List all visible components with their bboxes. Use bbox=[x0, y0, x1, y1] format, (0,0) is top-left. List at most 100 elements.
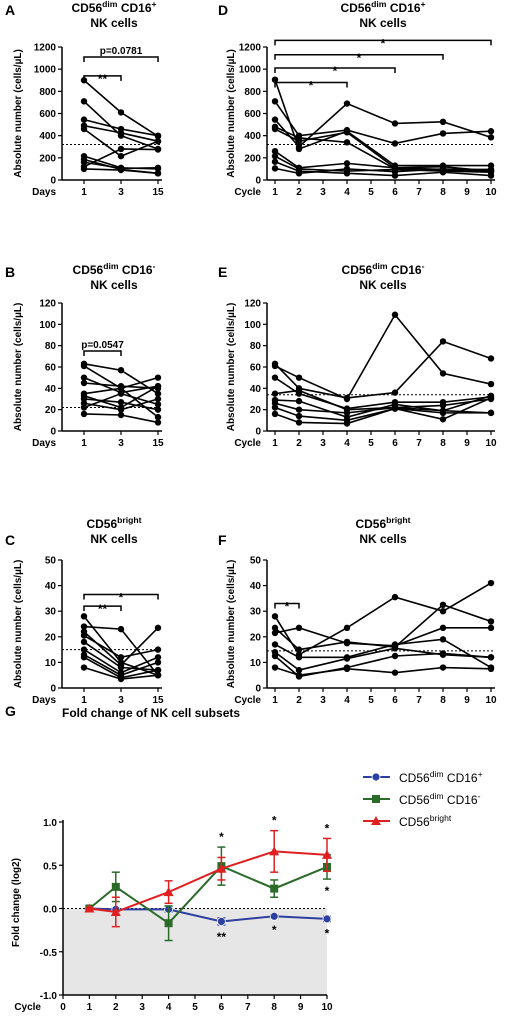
x-tick-label: 3 bbox=[118, 695, 124, 706]
x-tick-label: 9 bbox=[298, 1002, 304, 1013]
y-tick-label: -1.0 bbox=[40, 991, 58, 1002]
y-axis-label: Absolute number (cells/µL) bbox=[13, 303, 24, 432]
data-point bbox=[295, 143, 303, 150]
title-part: CD56 bbox=[399, 771, 430, 785]
significance-bracket bbox=[83, 56, 159, 62]
x-tick-label: 1 bbox=[87, 1002, 93, 1013]
title-part: CD56 bbox=[86, 517, 117, 531]
title-superscript: - bbox=[478, 791, 481, 801]
data-point bbox=[154, 646, 162, 653]
x-tick-label: 4 bbox=[344, 695, 350, 706]
title-part: CD56 bbox=[342, 263, 373, 277]
panel-title: NK cells bbox=[90, 16, 138, 30]
y-axis-label: Absolute number (cells/µL) bbox=[13, 49, 24, 178]
significance-bracket bbox=[274, 39, 492, 46]
significance-label: ** bbox=[98, 602, 108, 616]
x-tick-label: 4 bbox=[166, 1002, 172, 1013]
series-line bbox=[274, 100, 492, 145]
data-point bbox=[391, 652, 399, 660]
data-point bbox=[80, 654, 88, 661]
y-tick-label: 400 bbox=[39, 131, 56, 142]
data-point bbox=[154, 624, 162, 632]
data-point bbox=[487, 624, 495, 632]
panel-title: NK cells bbox=[90, 532, 138, 546]
data-point bbox=[343, 420, 351, 427]
panel-letter: G bbox=[5, 703, 16, 719]
data-point bbox=[295, 419, 303, 426]
data-point bbox=[271, 374, 279, 381]
y-tick-label: 40 bbox=[45, 581, 57, 592]
data-point bbox=[295, 624, 303, 632]
significance-bracket bbox=[274, 602, 300, 609]
data-point bbox=[295, 672, 303, 679]
data-point bbox=[80, 374, 88, 381]
x-axis-lead-label: Cycle bbox=[14, 1002, 41, 1013]
significance-bracket bbox=[83, 350, 122, 356]
x-tick-label: 9 bbox=[464, 187, 470, 198]
data-point bbox=[343, 640, 351, 647]
data-point bbox=[80, 362, 88, 370]
x-tick-label: 8 bbox=[440, 187, 446, 198]
data-point bbox=[343, 624, 351, 632]
x-tick-label: 4 bbox=[344, 438, 350, 449]
series-line bbox=[274, 395, 492, 414]
data-point bbox=[343, 655, 351, 662]
data-point bbox=[487, 618, 495, 625]
data-point bbox=[154, 395, 162, 403]
x-axis-lead-label: Days bbox=[32, 695, 56, 706]
y-tick-label: 1.0 bbox=[43, 818, 57, 829]
data-point bbox=[439, 650, 447, 657]
x-tick-label: 15 bbox=[152, 695, 164, 706]
series-line bbox=[274, 79, 491, 167]
y-tick-label: 800 bbox=[39, 87, 56, 98]
title-part: CD16 bbox=[444, 793, 478, 807]
panel-title: NK cells bbox=[90, 278, 138, 292]
significance-label: * bbox=[325, 884, 330, 898]
data-point bbox=[439, 664, 447, 671]
data-point bbox=[391, 168, 399, 175]
y-axis-label: Absolute number (cells/µL) bbox=[226, 560, 237, 689]
panel-letter: A bbox=[5, 2, 15, 18]
data-point bbox=[154, 390, 162, 397]
x-tick-label: 2 bbox=[296, 187, 302, 198]
data-point bbox=[343, 129, 351, 136]
data-point bbox=[117, 390, 125, 397]
title-part: CD16 bbox=[444, 771, 478, 785]
y-tick-label: 20 bbox=[250, 632, 262, 643]
y-tick-label: 1000 bbox=[34, 65, 57, 76]
data-point bbox=[163, 887, 174, 897]
significance-label: * bbox=[119, 591, 124, 605]
y-tick-label: -0.5 bbox=[40, 948, 58, 959]
y-tick-label: 60 bbox=[250, 363, 262, 374]
data-point bbox=[80, 632, 88, 639]
x-tick-label: 15 bbox=[152, 187, 164, 198]
data-point bbox=[154, 374, 162, 381]
y-tick-label: 120 bbox=[244, 299, 261, 310]
data-point bbox=[487, 394, 495, 402]
x-tick-label: 7 bbox=[416, 438, 422, 449]
y-tick-label: 1200 bbox=[34, 43, 57, 54]
data-point bbox=[271, 641, 279, 648]
x-axis-lead-label: Cycle bbox=[234, 438, 261, 449]
data-point bbox=[439, 165, 447, 173]
x-tick-label: 6 bbox=[219, 1002, 225, 1013]
x-tick-label: 15 bbox=[152, 438, 164, 449]
data-point bbox=[295, 397, 303, 405]
x-tick-label: 1 bbox=[272, 187, 278, 198]
data-point bbox=[154, 672, 162, 679]
series-line bbox=[89, 907, 328, 923]
x-tick-label: 10 bbox=[485, 438, 497, 449]
series-line bbox=[274, 340, 492, 399]
x-tick-label: 9 bbox=[464, 438, 470, 449]
x-tick-label: 3 bbox=[118, 187, 124, 198]
y-axis-label: Fold change (log2) bbox=[11, 858, 22, 947]
x-axis-lead-label: Cycle bbox=[234, 187, 261, 198]
data-point bbox=[487, 167, 495, 174]
y-axis-label: Absolute number (cells/µL) bbox=[226, 49, 237, 178]
significance-label: p=0.0547 bbox=[81, 340, 124, 351]
x-tick-label: 5 bbox=[368, 187, 374, 198]
data-point bbox=[117, 166, 125, 174]
data-point bbox=[343, 170, 351, 177]
panel-title: Fold change of NK cell subsets bbox=[62, 706, 240, 720]
data-point bbox=[439, 370, 447, 377]
